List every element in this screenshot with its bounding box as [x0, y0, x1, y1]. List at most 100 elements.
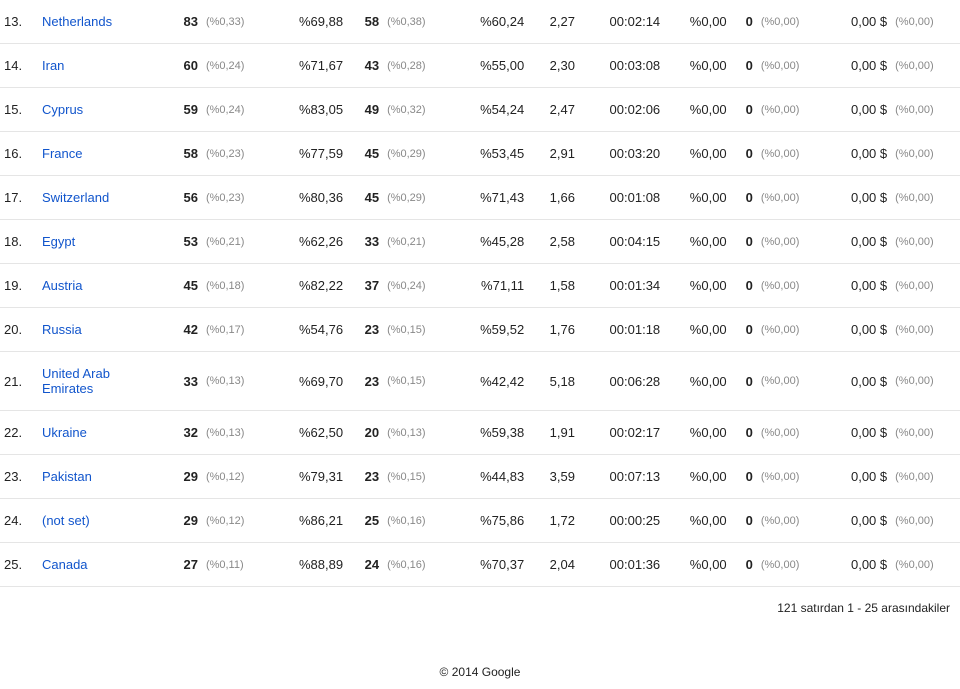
new-sessions-pct: %62,50: [271, 411, 347, 455]
goal-completions-share: (%0,00): [757, 411, 826, 455]
avg-session-duration: 00:02:14: [579, 0, 664, 44]
avg-session-duration: 00:06:28: [579, 352, 664, 411]
bounce-rate: %60,24: [452, 0, 528, 44]
bounce-rate: %59,52: [452, 308, 528, 352]
pagination-summary: 121 satırdan 1 - 25 arasındakiler: [0, 587, 960, 635]
new-users-share: (%0,16): [383, 499, 452, 543]
goal-value-share: (%0,00): [891, 88, 960, 132]
bounce-rate: %71,43: [452, 176, 528, 220]
country-link[interactable]: Ukraine: [38, 411, 166, 455]
goal-value: 0,00 $: [826, 132, 892, 176]
new-users-value: 23: [347, 308, 383, 352]
pages-per-session: 2,47: [528, 88, 579, 132]
sessions-share: (%0,24): [202, 44, 271, 88]
bounce-rate: %44,83: [452, 455, 528, 499]
pages-per-session: 2,04: [528, 543, 579, 587]
new-users-share: (%0,29): [383, 132, 452, 176]
goal-value-share: (%0,00): [891, 455, 960, 499]
country-link[interactable]: Switzerland: [38, 176, 166, 220]
goal-conversion: %0,00: [664, 88, 731, 132]
bounce-rate: %55,00: [452, 44, 528, 88]
sessions-value: 56: [166, 176, 202, 220]
sessions-value: 53: [166, 220, 202, 264]
rank-cell: 18.: [0, 220, 38, 264]
rank-cell: 21.: [0, 352, 38, 411]
new-users-value: 25: [347, 499, 383, 543]
country-link[interactable]: France: [38, 132, 166, 176]
rank-cell: 17.: [0, 176, 38, 220]
goal-conversion: %0,00: [664, 264, 731, 308]
goal-value-share: (%0,00): [891, 132, 960, 176]
goal-conversion: %0,00: [664, 0, 731, 44]
new-users-value: 37: [347, 264, 383, 308]
goal-value: 0,00 $: [826, 308, 892, 352]
table-row: 20.Russia42(%0,17)%54,7623(%0,15)%59,521…: [0, 308, 960, 352]
goal-completions: 0: [731, 352, 757, 411]
goal-completions: 0: [731, 308, 757, 352]
rank-cell: 23.: [0, 455, 38, 499]
new-sessions-pct: %62,26: [271, 220, 347, 264]
table-row: 24.(not set)29(%0,12)%86,2125(%0,16)%75,…: [0, 499, 960, 543]
goal-value: 0,00 $: [826, 44, 892, 88]
country-link[interactable]: United Arab Emirates: [38, 352, 166, 411]
country-link[interactable]: Pakistan: [38, 455, 166, 499]
goal-value: 0,00 $: [826, 543, 892, 587]
rank-cell: 20.: [0, 308, 38, 352]
country-link[interactable]: (not set): [38, 499, 166, 543]
country-link[interactable]: Austria: [38, 264, 166, 308]
goal-value-share: (%0,00): [891, 543, 960, 587]
goal-value-share: (%0,00): [891, 499, 960, 543]
new-users-value: 20: [347, 411, 383, 455]
country-link[interactable]: Egypt: [38, 220, 166, 264]
table-row: 18.Egypt53(%0,21)%62,2633(%0,21)%45,282,…: [0, 220, 960, 264]
sessions-share: (%0,23): [202, 176, 271, 220]
goal-conversion: %0,00: [664, 44, 731, 88]
country-link[interactable]: Canada: [38, 543, 166, 587]
goal-completions: 0: [731, 499, 757, 543]
pages-per-session: 2,30: [528, 44, 579, 88]
rank-cell: 22.: [0, 411, 38, 455]
avg-session-duration: 00:01:34: [579, 264, 664, 308]
goal-completions: 0: [731, 264, 757, 308]
avg-session-duration: 00:02:17: [579, 411, 664, 455]
avg-session-duration: 00:02:06: [579, 88, 664, 132]
pages-per-session: 5,18: [528, 352, 579, 411]
country-link[interactable]: Netherlands: [38, 0, 166, 44]
goal-conversion: %0,00: [664, 352, 731, 411]
goal-completions-share: (%0,00): [757, 0, 826, 44]
sessions-value: 59: [166, 88, 202, 132]
table-row: 25.Canada27(%0,11)%88,8924(%0,16)%70,372…: [0, 543, 960, 587]
goal-completions-share: (%0,00): [757, 455, 826, 499]
new-users-value: 58: [347, 0, 383, 44]
new-users-share: (%0,21): [383, 220, 452, 264]
avg-session-duration: 00:01:36: [579, 543, 664, 587]
country-link[interactable]: Russia: [38, 308, 166, 352]
bounce-rate: %54,24: [452, 88, 528, 132]
goal-completions-share: (%0,00): [757, 543, 826, 587]
country-link[interactable]: Cyprus: [38, 88, 166, 132]
bounce-rate: %53,45: [452, 132, 528, 176]
sessions-value: 60: [166, 44, 202, 88]
rank-cell: 15.: [0, 88, 38, 132]
new-users-share: (%0,15): [383, 308, 452, 352]
goal-value: 0,00 $: [826, 264, 892, 308]
bounce-rate: %71,11: [452, 264, 528, 308]
rank-cell: 24.: [0, 499, 38, 543]
goal-value: 0,00 $: [826, 352, 892, 411]
pages-per-session: 2,27: [528, 0, 579, 44]
new-users-share: (%0,15): [383, 352, 452, 411]
avg-session-duration: 00:03:20: [579, 132, 664, 176]
new-users-share: (%0,32): [383, 88, 452, 132]
rank-cell: 13.: [0, 0, 38, 44]
goal-value-share: (%0,00): [891, 44, 960, 88]
goal-completions: 0: [731, 543, 757, 587]
new-users-share: (%0,15): [383, 455, 452, 499]
sessions-value: 32: [166, 411, 202, 455]
goal-completions-share: (%0,00): [757, 132, 826, 176]
sessions-value: 27: [166, 543, 202, 587]
country-link[interactable]: Iran: [38, 44, 166, 88]
rank-cell: 25.: [0, 543, 38, 587]
new-users-value: 45: [347, 132, 383, 176]
table-row: 22.Ukraine32(%0,13)%62,5020(%0,13)%59,38…: [0, 411, 960, 455]
goal-conversion: %0,00: [664, 455, 731, 499]
